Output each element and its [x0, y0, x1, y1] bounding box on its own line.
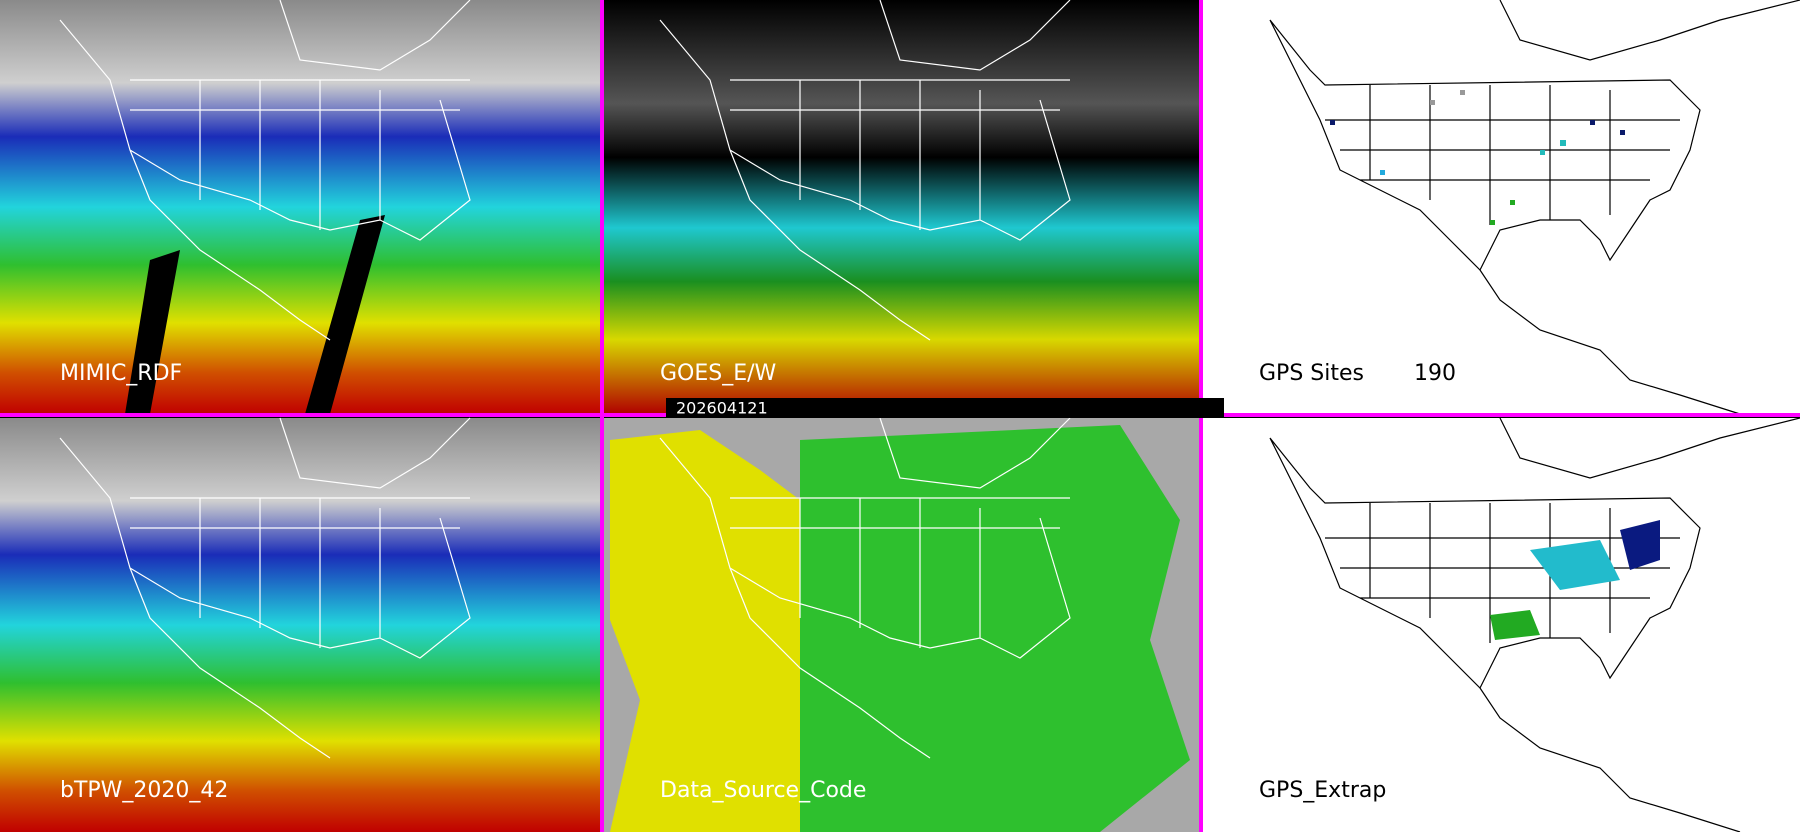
panel-label: GOES_E/W	[660, 361, 777, 386]
site-count: 190	[1414, 361, 1456, 386]
panel-label: MIMIC_RDF	[60, 361, 182, 386]
panel-background	[0, 418, 600, 832]
site-markers	[1330, 90, 1625, 225]
panel-label: GPS Sites	[1259, 361, 1364, 386]
panel-background	[1200, 0, 1800, 414]
panel-background	[0, 0, 600, 414]
panel-label: GPS_Extrap	[1259, 778, 1386, 803]
extrap-region	[1490, 610, 1540, 640]
source-region	[800, 425, 1190, 832]
source-region	[610, 430, 800, 832]
panel-label: Data_Source_Code	[660, 778, 866, 803]
data-gap	[125, 215, 385, 414]
panel-background	[600, 0, 1200, 414]
extrap-region	[1530, 540, 1620, 590]
panel-label: bTPW_2020_42	[60, 778, 228, 803]
timestamp-bar	[666, 398, 1224, 418]
timestamp: 202604121	[676, 399, 768, 418]
extrap-region	[1620, 520, 1660, 570]
